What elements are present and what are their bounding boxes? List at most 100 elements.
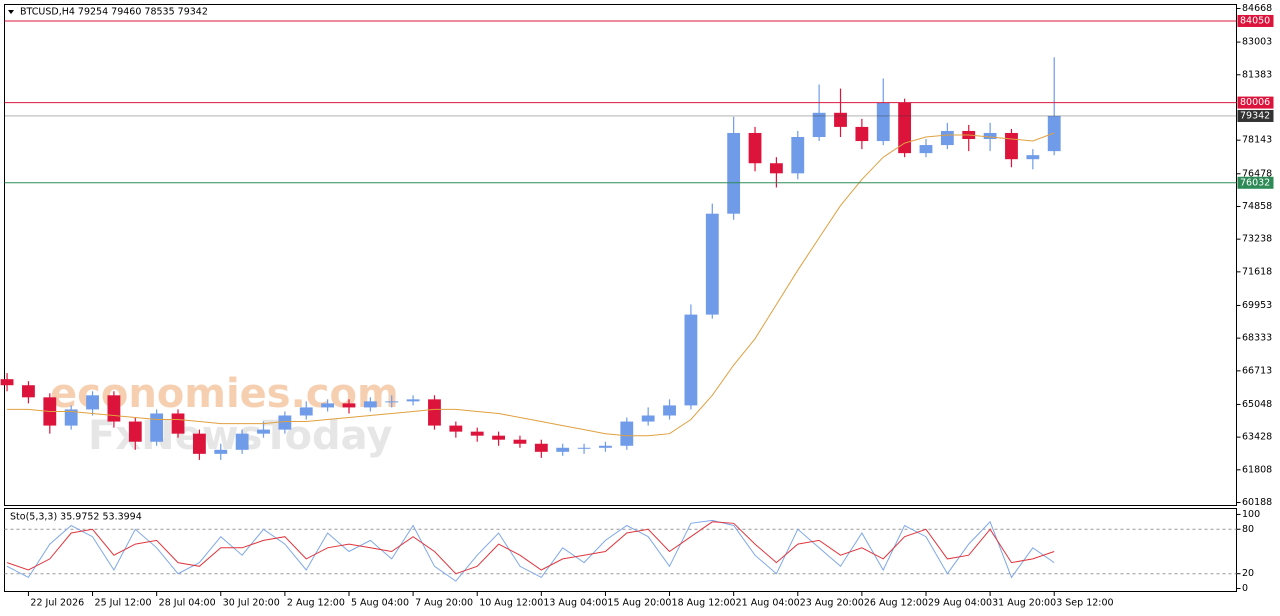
y-tick-label: 65048 xyxy=(1242,399,1272,410)
candle-body xyxy=(577,447,591,449)
candle-body xyxy=(321,403,335,408)
x-tick-label: 31 Aug 20:00 xyxy=(992,598,1056,609)
candle-body xyxy=(748,132,762,164)
candle-body xyxy=(492,435,505,440)
candle-body xyxy=(1005,132,1018,160)
x-tick-label: 7 Aug 20:00 xyxy=(415,598,473,609)
price-label: 84050 xyxy=(1240,15,1270,26)
candle-body xyxy=(171,413,185,434)
candle-body xyxy=(513,439,527,444)
y-tick-label: 74858 xyxy=(1242,201,1272,212)
candle-body xyxy=(791,137,805,174)
price-label: 79342 xyxy=(1240,110,1270,121)
candle-body xyxy=(940,130,954,146)
candle-body xyxy=(22,385,35,398)
candle-body xyxy=(556,447,570,452)
candle-body xyxy=(385,401,399,403)
candle-body xyxy=(278,415,292,430)
stoch-panel xyxy=(4,508,1237,592)
candle-body xyxy=(299,407,313,416)
x-tick-label: 21 Aug 04:00 xyxy=(736,598,800,609)
candle-body xyxy=(107,395,121,422)
price-label: 76032 xyxy=(1240,177,1270,188)
price-label: 80006 xyxy=(1240,97,1270,108)
candle-body xyxy=(898,102,912,154)
candle-body xyxy=(192,433,206,454)
candle-body xyxy=(235,433,249,450)
candle-body xyxy=(705,213,719,315)
x-tick-label: 10 Aug 12:00 xyxy=(479,598,543,609)
y-tick-label: 80 xyxy=(1242,524,1254,535)
y-tick-label: 84668 xyxy=(1242,3,1272,14)
candle-body xyxy=(150,413,164,442)
candle-body xyxy=(86,395,99,410)
candle-body xyxy=(214,449,228,454)
candle-body xyxy=(663,405,676,416)
x-tick-label: 25 Jul 12:00 xyxy=(95,598,152,609)
stoch-line xyxy=(6,521,1055,575)
candle-body xyxy=(599,445,612,448)
candle-body xyxy=(620,421,634,446)
x-tick-label: 30 Jul 20:00 xyxy=(223,598,280,609)
main-panel xyxy=(4,4,1237,506)
x-tick-label: 13 Aug 04:00 xyxy=(543,598,607,609)
candle-body xyxy=(64,409,78,426)
candle-body xyxy=(684,314,698,406)
y-tick-label: 0 xyxy=(1242,583,1248,594)
y-tick-label: 78143 xyxy=(1242,135,1272,146)
y-tick-label: 66713 xyxy=(1242,365,1272,376)
price-label-box xyxy=(1237,109,1274,122)
symbol-header: BTCUSD,H4 79254 79460 78535 79342 xyxy=(20,7,208,18)
watermark: economies.com xyxy=(50,371,399,417)
candle-body xyxy=(428,399,441,426)
candle-body xyxy=(1047,115,1061,152)
x-tick-label: 29 Aug 04:00 xyxy=(928,598,992,609)
candle-body xyxy=(1026,155,1040,160)
y-tick-label: 81383 xyxy=(1242,69,1272,80)
y-tick-label: 69953 xyxy=(1242,300,1272,311)
candle-body xyxy=(769,163,783,174)
y-tick-label: 20 xyxy=(1242,568,1254,579)
price-label-box xyxy=(1237,96,1274,109)
y-tick-label: 100 xyxy=(1242,509,1260,520)
y-tick-label: 73238 xyxy=(1242,234,1272,245)
candle-body xyxy=(919,145,933,154)
x-tick-label: 28 Jul 04:00 xyxy=(159,598,216,609)
candle-body xyxy=(641,415,655,422)
candle-body xyxy=(0,379,14,386)
x-tick-label: 22 Jul 2026 xyxy=(30,598,84,609)
y-tick-label: 63428 xyxy=(1242,432,1272,443)
candle-body xyxy=(257,429,270,434)
x-tick-label: 5 Aug 04:00 xyxy=(351,598,409,609)
candle-body xyxy=(449,425,463,432)
candle-body xyxy=(876,102,890,142)
x-tick-label: 3 Sep 12:00 xyxy=(1056,598,1113,609)
y-tick-label: 61808 xyxy=(1242,464,1272,475)
candle-body xyxy=(834,112,847,127)
x-tick-label: 23 Aug 20:00 xyxy=(800,598,864,609)
candle-body xyxy=(727,132,741,214)
y-tick-label: 71618 xyxy=(1242,266,1272,277)
moving-average xyxy=(7,132,1055,437)
candle-body xyxy=(406,399,420,402)
menu-arrow[interactable] xyxy=(8,10,14,14)
candle-body xyxy=(812,112,826,138)
y-tick-label: 68333 xyxy=(1242,333,1272,344)
stoch-header: Sto(5,3,3) 35.9752 53.3994 xyxy=(10,512,142,523)
candle-body xyxy=(855,126,869,142)
stoch-line xyxy=(6,519,1055,582)
candle-body xyxy=(342,403,356,408)
y-tick-label: 76478 xyxy=(1242,168,1272,179)
price-label-box xyxy=(1237,176,1274,189)
x-tick-label: 26 Aug 12:00 xyxy=(864,598,928,609)
candle-body xyxy=(983,132,997,140)
x-tick-label: 18 Aug 12:00 xyxy=(672,598,736,609)
y-tick-label: 83003 xyxy=(1242,37,1272,48)
candle-body xyxy=(128,421,142,442)
candle-body xyxy=(363,401,377,408)
price-label-box xyxy=(1237,14,1274,27)
x-tick-label: 15 Aug 20:00 xyxy=(607,598,671,609)
y-tick-label: 60188 xyxy=(1242,497,1272,508)
